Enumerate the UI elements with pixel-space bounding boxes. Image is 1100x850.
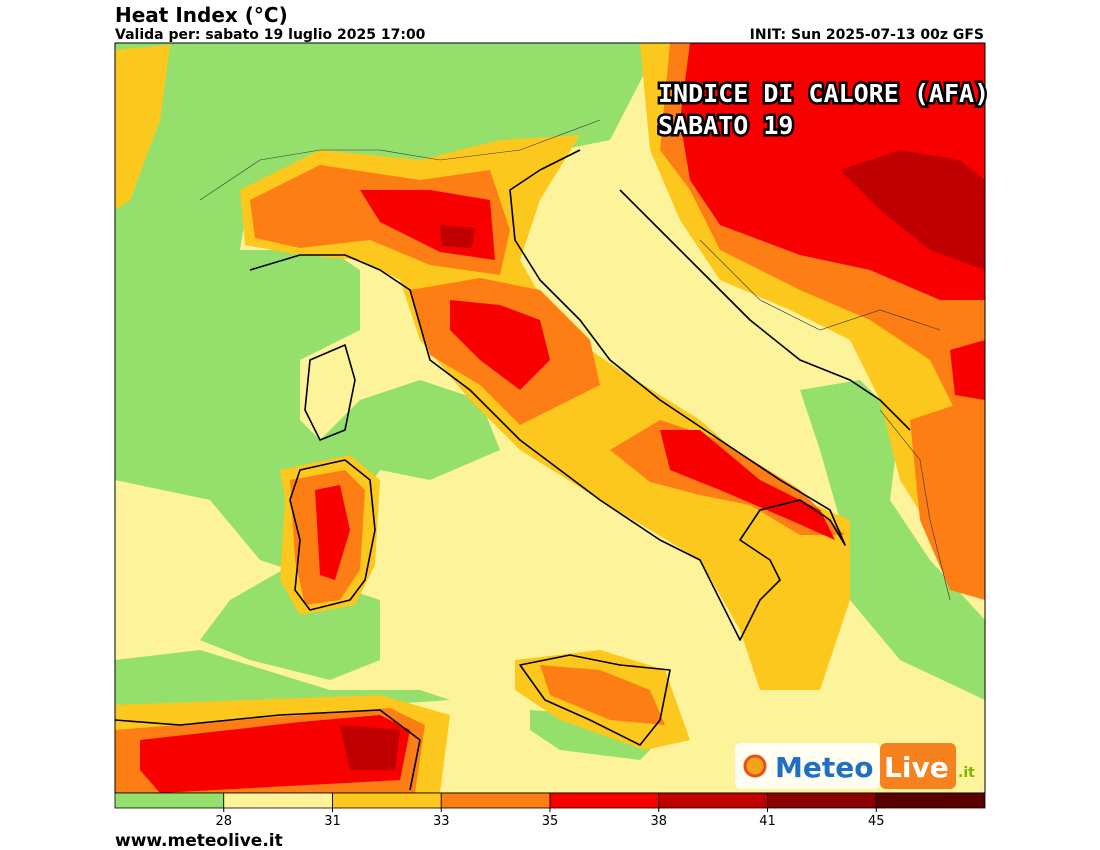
colorbar-segment xyxy=(875,792,986,809)
colorbar-segment xyxy=(223,792,333,809)
logo-live: Live xyxy=(884,751,949,784)
overlay-line2: SABATO 19 xyxy=(658,111,793,140)
footer-site: www.meteolive.it xyxy=(115,831,283,850)
colorbar-segment xyxy=(332,792,442,809)
colorbar-segment xyxy=(549,792,660,809)
colorbar-label: 41 xyxy=(759,814,776,829)
colorbar-label: 35 xyxy=(542,814,559,829)
map xyxy=(114,42,986,794)
colorbar-label: 33 xyxy=(433,814,450,829)
colorbar-segment xyxy=(767,792,877,809)
colorbar-label: 38 xyxy=(650,814,667,829)
colorbar: 28 31 33 35 38 41 45 xyxy=(114,792,986,829)
init-info: INIT: Sun 2025-07-13 00z GFS xyxy=(750,27,984,43)
title: Heat Index (°C) xyxy=(115,3,288,27)
colorbar-label: 28 xyxy=(215,814,232,829)
subtitle: Valida per: sabato 19 luglio 2025 17:00 xyxy=(115,27,426,43)
colorbar-label: 31 xyxy=(324,814,341,829)
colorbar-segment xyxy=(114,792,225,809)
logo-tld: .it xyxy=(958,765,975,781)
logo-meteo: Meteo xyxy=(775,751,873,784)
colorbar-segment xyxy=(440,792,551,809)
overlay-line1: INDICE DI CALORE (AFA) xyxy=(658,79,989,108)
colorbar-segment xyxy=(658,792,768,809)
colorbar-label: 45 xyxy=(868,814,885,829)
logo: Meteo Live .it xyxy=(735,743,975,789)
